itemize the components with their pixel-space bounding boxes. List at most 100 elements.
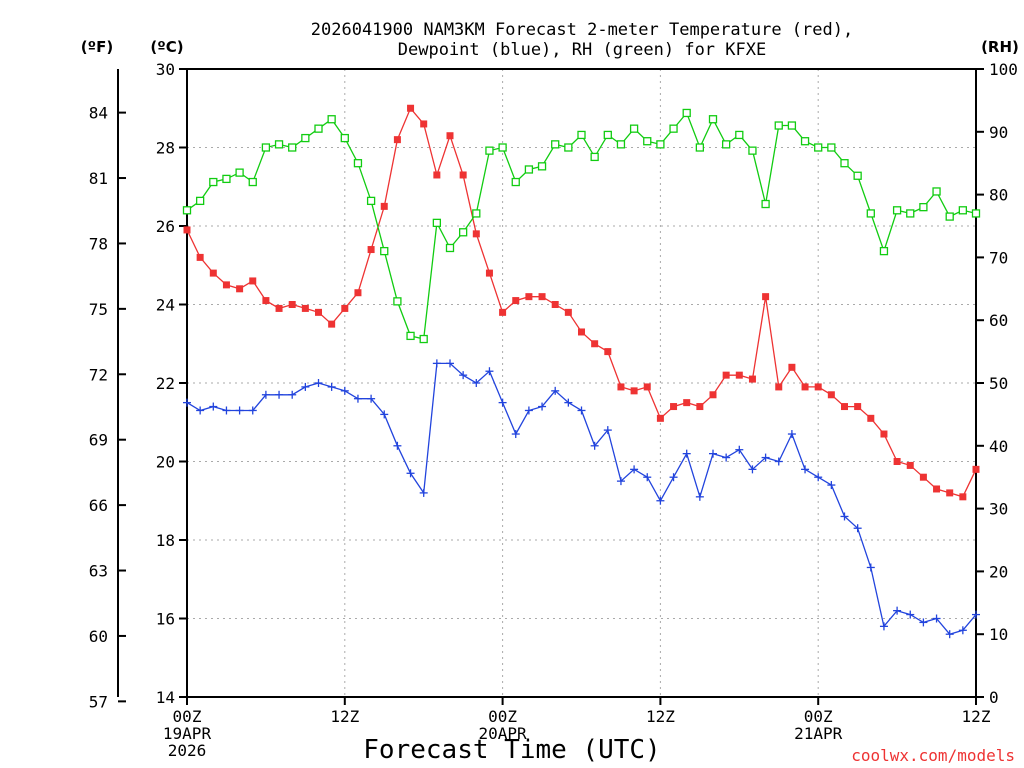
series-dewpoint — [183, 359, 980, 639]
temperature-point — [959, 493, 967, 501]
rh-point — [288, 143, 297, 152]
rh-point — [722, 140, 731, 149]
dewpoint-point — [261, 390, 270, 399]
dewpoint-point — [380, 410, 389, 419]
rh-point — [814, 143, 823, 152]
fahrenheit-tick-label: 57 — [89, 692, 108, 711]
rh-point — [458, 228, 468, 237]
dewpoint-point — [551, 386, 560, 395]
temperature-point — [525, 293, 533, 301]
dewpoint-point — [577, 406, 586, 415]
dewpoint-point — [340, 386, 349, 395]
dewpoint-point — [314, 379, 323, 387]
rh-point — [971, 209, 981, 218]
fahrenheit-tick-label: 60 — [89, 627, 108, 646]
rh-tick-label: 30 — [989, 500, 1008, 519]
dewpoint-point — [353, 394, 362, 403]
fahrenheit-tick-label: 75 — [89, 300, 108, 319]
rh-point — [774, 121, 783, 130]
temperature-point — [591, 340, 599, 348]
rh-point — [748, 146, 757, 155]
data-series — [182, 104, 981, 639]
temperature-point — [643, 383, 651, 391]
rh-point — [932, 187, 941, 196]
dewpoint-point — [827, 481, 836, 490]
temperature-point — [630, 387, 638, 395]
temperature-point — [919, 473, 927, 481]
temperature-point — [459, 171, 467, 179]
temperature-point — [617, 383, 625, 391]
temperature-point — [801, 383, 809, 391]
dewpoint-point — [222, 406, 231, 415]
temperature-point — [854, 403, 862, 411]
rh-point — [656, 140, 665, 149]
dewpoint-point — [209, 402, 218, 411]
dewpoint-point — [511, 430, 520, 439]
dewpoint-point — [643, 473, 652, 482]
temperature-point — [249, 277, 257, 285]
rh-point — [485, 146, 494, 155]
temperature-point — [288, 301, 296, 308]
x-tick-year: 2026 — [168, 741, 207, 760]
dewpoint-point — [774, 457, 783, 466]
dewpoint-point — [656, 496, 665, 505]
dewpoint-point — [432, 359, 441, 368]
temperature-point — [551, 301, 559, 308]
temperature-point — [341, 304, 349, 312]
fahrenheit-tick-label: 63 — [89, 562, 108, 581]
rh-point — [735, 130, 744, 140]
temperature-point — [683, 399, 691, 407]
rh-point — [919, 203, 928, 212]
dewpoint-point — [814, 473, 823, 482]
dewpoint-point — [288, 390, 297, 399]
temperature-point — [499, 308, 507, 316]
dewpoint-point — [301, 382, 310, 391]
dewpoint-point — [446, 359, 454, 368]
rh-point — [761, 199, 770, 209]
temperature-point — [420, 120, 428, 128]
rh-point — [222, 174, 231, 184]
dewpoint-point — [748, 465, 757, 474]
credit-label: coolwx.com/models — [851, 746, 1015, 765]
temperature-point — [472, 230, 480, 238]
celsius-tick-label: 28 — [156, 139, 175, 158]
celsius-tick-label: 14 — [156, 688, 175, 707]
temperature-point — [236, 285, 244, 293]
rh-tick-label: 100 — [989, 60, 1018, 79]
rh-point — [577, 130, 586, 140]
celsius-tick-label: 16 — [156, 610, 175, 629]
celsius-tick-label: 18 — [156, 531, 175, 550]
rh-point — [551, 140, 560, 149]
temperature-point — [354, 289, 362, 297]
chart-title-line1: 2026041900 NAM3KM Forecast 2-meter Tempe… — [311, 20, 853, 40]
temperature-point — [670, 403, 678, 411]
rh-tick-label: 0 — [989, 688, 999, 707]
dewpoint-point — [801, 465, 810, 474]
temperature-point — [906, 461, 914, 469]
chart-title-line2: Dewpoint (blue), RH (green) for KFXE — [398, 40, 766, 60]
rh-point — [472, 209, 481, 218]
rh-point — [866, 209, 875, 218]
dewpoint-point — [840, 512, 849, 521]
x-tick-date: 19APR — [163, 724, 212, 743]
rh-unit-label: (RH) — [981, 38, 1019, 56]
temperature-point — [814, 383, 822, 391]
dewpoint-point — [235, 406, 244, 415]
dewpoint-point — [919, 618, 928, 627]
dewpoint-point — [472, 379, 481, 387]
fahrenheit-tick-label: 66 — [89, 496, 108, 515]
celsius-tick-label: 22 — [156, 374, 175, 393]
dewpoint-point — [682, 449, 691, 458]
dewpoint-point — [183, 398, 191, 407]
rh-tick-label: 60 — [989, 311, 1008, 330]
rh-tick-label: 90 — [989, 123, 1008, 142]
celsius-tick-label: 20 — [156, 453, 175, 472]
temperature-point — [709, 391, 717, 399]
temperature-point — [315, 308, 322, 316]
temperature-point — [933, 485, 941, 493]
rh-point — [853, 171, 862, 180]
rh-point — [195, 196, 205, 206]
x-tick-label: 12Z — [646, 707, 675, 726]
temperature-point — [841, 403, 848, 411]
dewpoint-point — [459, 371, 468, 380]
